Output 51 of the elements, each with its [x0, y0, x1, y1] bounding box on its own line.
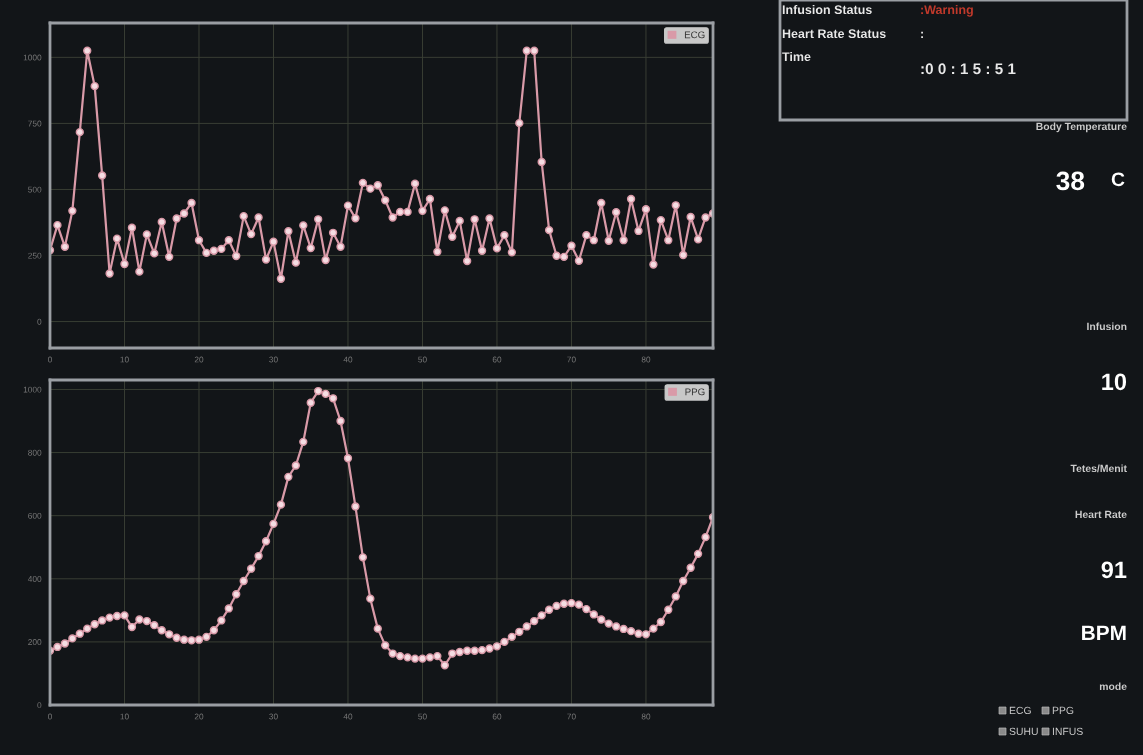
x-tick-label: 10: [120, 356, 129, 363]
y-tick-label: 600: [28, 512, 42, 519]
x-tick-label: 80: [641, 356, 651, 363]
x-tick-label: 50: [418, 356, 427, 363]
text: 10: [1102, 373, 1127, 391]
y-tick-label: 500: [28, 186, 42, 193]
x-tick-label: 40: [343, 356, 353, 363]
x-tick-label: 30: [269, 713, 278, 720]
y-tick-label: 1000: [23, 54, 42, 61]
legend-label: PPG: [685, 388, 705, 396]
text: C: [1111, 172, 1125, 187]
x-tick-label: 50: [418, 713, 427, 720]
y-tick-label: 400: [27, 575, 42, 582]
y-tick-label: 0: [37, 318, 42, 325]
x-tick-label: 40: [343, 713, 353, 720]
text: :0 0 : 1 5 : 5 1: [921, 63, 1016, 75]
legend-label: ECG: [684, 31, 705, 39]
x-tick-label: 80: [641, 713, 651, 720]
y-tick-label: 250: [28, 252, 42, 259]
x-tick-label: 0: [48, 713, 52, 720]
text: INFUS: [1052, 727, 1083, 736]
text: SUHU: [1009, 727, 1038, 736]
text: Heart Rate Status: [782, 29, 886, 39]
x-tick-label: 60: [492, 356, 502, 363]
text: Heart Rate: [1075, 510, 1127, 519]
text: Infusion Status: [782, 4, 872, 15]
x-tick-label: 70: [567, 713, 576, 720]
y-tick-label: 800: [28, 449, 42, 456]
y-tick-label: 750: [28, 120, 42, 127]
y-tick-label: 200: [28, 639, 42, 645]
text: :Warning: [921, 4, 973, 17]
text: Tetes/Menit: [1070, 464, 1127, 473]
text: 91: [1101, 561, 1127, 579]
text: PPG: [1052, 706, 1074, 715]
x-tick-label: 30: [269, 356, 278, 363]
y-tick-label: 0: [37, 702, 42, 709]
x-tick-label: 70: [567, 356, 576, 363]
text: Body Temperature: [1036, 122, 1127, 133]
text: BPM: [1082, 625, 1126, 640]
x-tick-label: 20: [194, 356, 204, 363]
x-tick-label: 60: [492, 713, 502, 720]
y-tick-label: 1000: [23, 386, 42, 393]
text: 38: [1056, 171, 1085, 191]
x-tick-label: 10: [120, 713, 129, 720]
text: ECG: [1009, 706, 1031, 715]
text: Infusion: [1087, 322, 1127, 331]
text: Time: [782, 51, 811, 62]
x-tick-label: 0: [48, 356, 52, 363]
text: :: [921, 31, 923, 38]
text: mode: [1099, 682, 1127, 691]
x-tick-label: 20: [194, 713, 204, 720]
